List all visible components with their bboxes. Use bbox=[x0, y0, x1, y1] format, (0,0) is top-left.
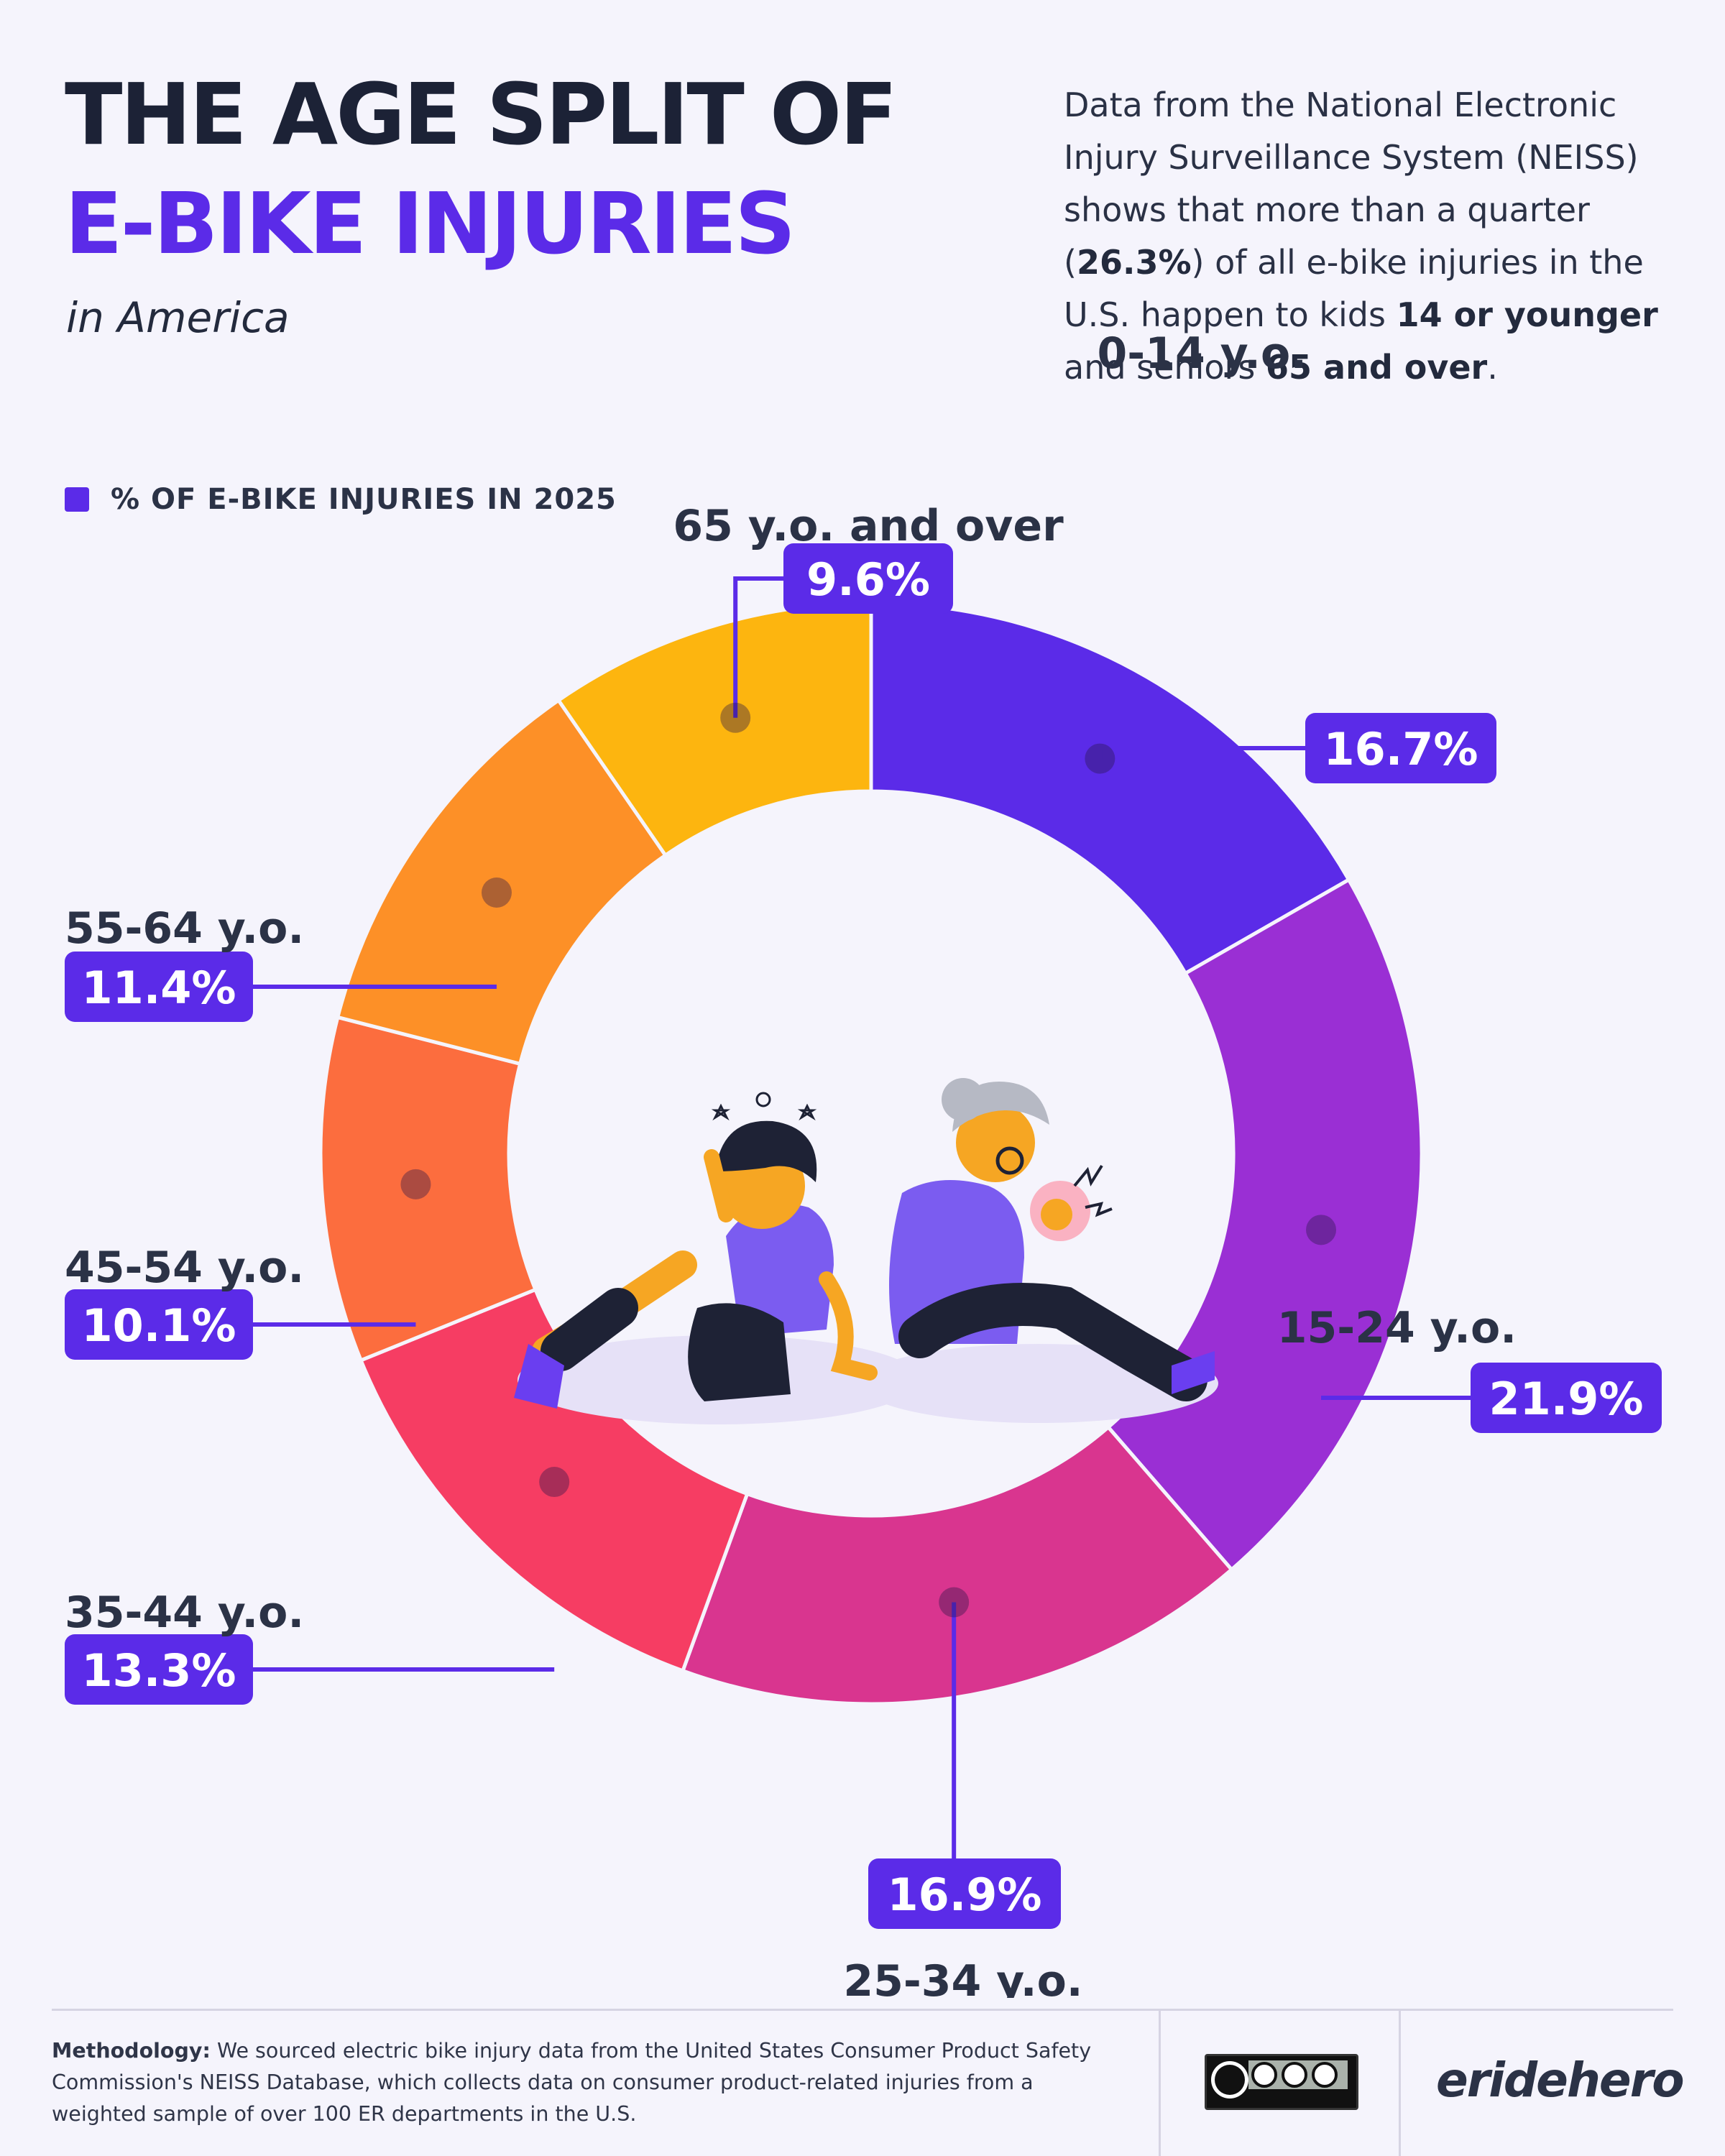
chart-legend: % OF E-BIKE INJURIES IN 2025 bbox=[65, 483, 617, 516]
value-label-3: 13.3% bbox=[81, 1644, 236, 1697]
value-badge-5 bbox=[65, 952, 253, 1022]
intro-bold-kids: 14 or younger bbox=[1396, 295, 1658, 334]
value-label-6: 9.6% bbox=[806, 553, 930, 606]
slice-marker-2 bbox=[939, 1587, 970, 1618]
donut-slice-0 bbox=[869, 601, 1351, 976]
value-label-1: 21.9% bbox=[1489, 1373, 1643, 1425]
grandma-figure bbox=[889, 1078, 1215, 1401]
slice-marker-3 bbox=[539, 1467, 570, 1498]
methodology-note: Methodology: We sourced electric bike in… bbox=[52, 2035, 1130, 2130]
dizzy-stars-icon bbox=[711, 1092, 817, 1121]
intro-text-1: Data from the National Electronic Injury… bbox=[1064, 86, 1639, 282]
title-line-2: E-BIKE INJURIES bbox=[65, 174, 796, 273]
slice-marker-0 bbox=[1085, 743, 1116, 774]
slice-callouts: 16.7% 0-14 y.o. 21.9% 15-24 y.o. 16.9% 25-34 … bbox=[65, 328, 1662, 1998]
donut-slice-1 bbox=[1105, 877, 1424, 1572]
value-label-5: 11.4% bbox=[81, 962, 236, 1014]
intro-text-3: and seniors bbox=[1064, 348, 1266, 387]
footer-divider-left bbox=[1159, 2011, 1161, 2156]
footer-divider-right bbox=[1399, 2011, 1401, 2156]
value-badge-1 bbox=[1471, 1363, 1662, 1433]
value-label-4: 10.1% bbox=[81, 1299, 236, 1352]
category-label-6: 65 y.o. and over bbox=[673, 501, 1064, 551]
intro-bold-percent: 26.3% bbox=[1076, 243, 1192, 282]
intro-text-2: ) of all e-bike injuries in the U.S. hap… bbox=[1064, 243, 1644, 334]
value-badge-6 bbox=[783, 543, 953, 614]
brand-logo: eridehero bbox=[1436, 2053, 1685, 2108]
intro-bold-seniors: 65 and over bbox=[1266, 348, 1488, 387]
cc-by-nc-sa-icon bbox=[1205, 2054, 1358, 2110]
donut-slices bbox=[318, 601, 1424, 1706]
title-line-1: THE AGE SPLIT OF bbox=[65, 65, 898, 164]
donut-slice-3 bbox=[358, 1287, 750, 1674]
legend-swatch bbox=[65, 487, 89, 512]
slice-marker-1 bbox=[1306, 1215, 1337, 1245]
methodology-label: Methodology: bbox=[52, 2039, 211, 2063]
category-label-1: 15-24 y.o. bbox=[1277, 1303, 1517, 1353]
category-label-4: 45-54 y.o. bbox=[65, 1243, 304, 1293]
boy-figure bbox=[514, 1120, 878, 1409]
category-label-2: 25-34 y.o. bbox=[843, 1956, 1082, 1998]
category-label-5: 55-64 y.o. bbox=[65, 903, 304, 954]
category-label-3: 35-44 y.o. bbox=[65, 1588, 304, 1638]
pain-spark-icon bbox=[1073, 1164, 1113, 1217]
legend-label: % OF E-BIKE INJURIES IN 2025 bbox=[111, 483, 617, 516]
license-glyphs bbox=[1207, 2056, 1352, 2104]
subtitle: in America bbox=[66, 293, 290, 342]
slice-marker-6 bbox=[720, 702, 751, 733]
value-badge-3 bbox=[65, 1634, 253, 1705]
leader-line-6 bbox=[733, 576, 783, 718]
leader-line-0 bbox=[1098, 746, 1305, 759]
slice-marker-5 bbox=[481, 877, 512, 908]
injured-riders-illustration bbox=[514, 1078, 1218, 1424]
intro-paragraph: Data from the National Electronic Injury… bbox=[1064, 79, 1696, 394]
donut-slice-2 bbox=[680, 1424, 1235, 1706]
intro-text-4: . bbox=[1487, 348, 1498, 387]
value-badge-0 bbox=[1305, 713, 1496, 783]
value-label-0: 16.7% bbox=[1323, 723, 1478, 775]
slice-marker-4 bbox=[400, 1169, 431, 1199]
value-badge-4 bbox=[65, 1289, 253, 1360]
value-label-2: 16.9% bbox=[887, 1869, 1041, 1921]
value-badge-2 bbox=[868, 1858, 1061, 1929]
footer-divider bbox=[52, 2009, 1673, 2011]
donut-chart: 16.7% 0-14 y.o. 21.9% 15-24 y.o. 16.9% 25-34 … bbox=[65, 328, 1662, 1998]
methodology-text: We sourced electric bike injury data fro… bbox=[52, 2039, 1092, 2126]
category-label-0: 0-14 y.o. bbox=[1098, 328, 1307, 379]
